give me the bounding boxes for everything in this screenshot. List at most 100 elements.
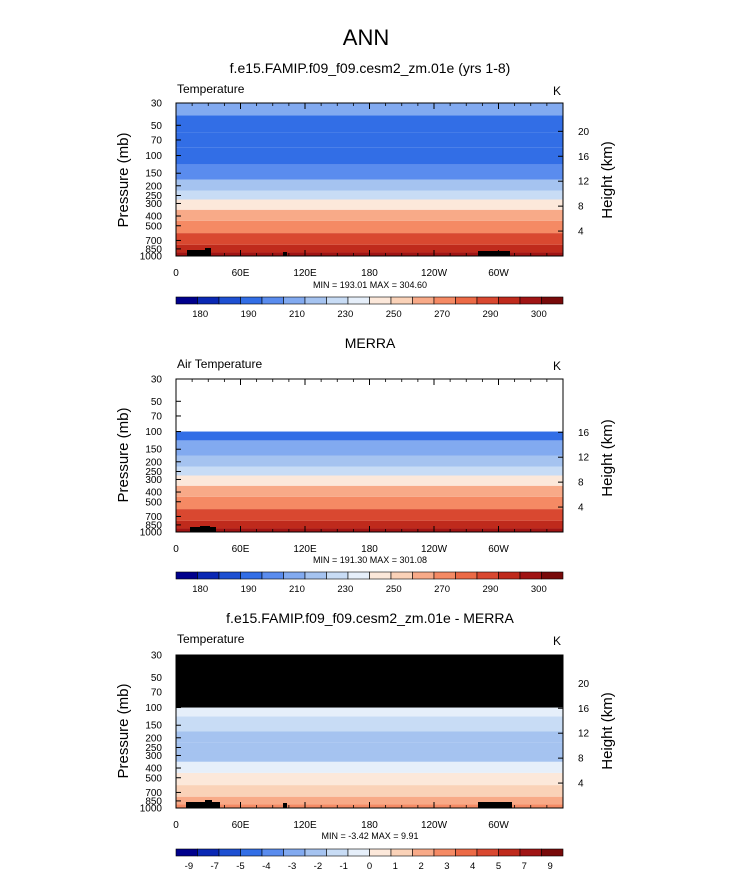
y-tick-label: 100 — [145, 151, 162, 162]
colorbar-box — [412, 296, 435, 305]
contour-band — [176, 520, 563, 529]
contour-band — [176, 244, 563, 253]
colorbar-box — [390, 571, 413, 580]
colorbar-box — [390, 848, 413, 857]
contour-band — [176, 209, 563, 221]
panel-difference: f.e15.FAMIP.f09_f09.cesm2_zm.01e - MERRA… — [115, 610, 616, 872]
contour-band — [176, 509, 563, 521]
x-tick-label: 0 — [173, 268, 179, 279]
y-tick-label: 100 — [145, 427, 162, 438]
colorbar-label: 290 — [483, 309, 499, 320]
y2-axis-label: Height (km) — [599, 692, 616, 770]
colorbar-box — [369, 571, 392, 580]
colorbar-box — [304, 571, 327, 580]
colorbar: 180 190 210 230 250 270 290 300 — [175, 296, 564, 320]
y-tick-label: 200 — [145, 181, 162, 192]
topography — [283, 803, 287, 808]
x-tick-label: 180 — [361, 268, 378, 279]
y-tick-label: 850 — [145, 244, 162, 255]
colorbar-box — [261, 848, 284, 857]
y2-tick-label: 12 — [578, 729, 590, 740]
y-axis-label: Pressure (mb) — [115, 407, 132, 502]
y-tick-label: 30 — [151, 375, 163, 386]
y-tick-label: 150 — [145, 721, 162, 732]
contour-band — [176, 466, 563, 476]
colorbar-label: 270 — [434, 584, 450, 595]
panel-title: f.e15.FAMIP.f09_f09.cesm2_zm.01e (yrs 1-… — [230, 60, 511, 76]
colorbar-label: 7 — [522, 861, 527, 872]
topography — [205, 248, 211, 256]
colorbar-box — [326, 571, 349, 580]
contour-band — [176, 440, 563, 456]
colorbar-box — [326, 848, 349, 857]
colorbar-label: 230 — [337, 309, 353, 320]
colorbar-box — [412, 848, 435, 857]
contour-band — [176, 742, 563, 752]
contour-band — [176, 199, 563, 210]
contour-band — [176, 179, 563, 191]
y-tick-label: 150 — [145, 169, 162, 180]
x-tick-label: 120W — [421, 268, 448, 279]
colorbar-box — [347, 848, 370, 857]
y-tick-label: 400 — [145, 488, 162, 499]
min-max-label: MIN = 191.30 MAX = 301.08 — [313, 555, 427, 565]
colorbar-box — [197, 296, 220, 305]
y2-tick-label: 8 — [578, 202, 584, 213]
panel-merra: MERRA Air Temperature K Pressure (mb) He… — [115, 335, 616, 595]
variable-label: Temperature — [177, 82, 245, 96]
colorbar-label: 210 — [289, 309, 305, 320]
x-tick-label: 0 — [173, 544, 179, 555]
contour-band — [176, 485, 563, 497]
contour-band — [176, 796, 563, 805]
x-tick-label: 60W — [488, 268, 509, 279]
y-tick-label: 200 — [145, 733, 162, 744]
contour-band — [176, 431, 563, 441]
x-tick-label: 60E — [232, 268, 250, 279]
y-tick-label: 300 — [145, 475, 162, 486]
colorbar-label: 300 — [531, 309, 547, 320]
colorbar-box — [218, 296, 241, 305]
y2-tick-label: 12 — [578, 453, 590, 464]
y2-tick-label: 20 — [578, 127, 590, 138]
colorbar-box — [218, 571, 241, 580]
contour-band — [176, 761, 563, 773]
colorbar-label: 180 — [192, 584, 208, 595]
colorbar-box — [218, 848, 241, 857]
y-tick-label: 500 — [145, 221, 162, 232]
panel-title: f.e15.FAMIP.f09_f09.cesm2_zm.01e - MERRA — [226, 610, 514, 626]
y-axis-label: Pressure (mb) — [115, 683, 132, 778]
x-tick-label: 60E — [232, 544, 250, 555]
colorbar-box — [175, 848, 198, 857]
y2-axis-label: Height (km) — [599, 419, 616, 497]
x-tick-label: 120E — [293, 820, 317, 831]
colorbar: -9 -7 -5 -4 -3 -2 -1 0 1 2 3 4 5 7 9 — [175, 848, 564, 872]
y2-tick-label: 12 — [578, 177, 590, 188]
colorbar-label: 300 — [531, 584, 547, 595]
x-tick-label: 120W — [421, 820, 448, 831]
colorbar-box — [369, 848, 392, 857]
colorbar-box — [369, 296, 392, 305]
y-tick-label: 300 — [145, 751, 162, 762]
colorbar-box — [498, 571, 521, 580]
colorbar-box — [476, 848, 499, 857]
y2-tick-label: 8 — [578, 754, 584, 765]
contour-band — [176, 772, 563, 786]
x-tick-label: 180 — [361, 544, 378, 555]
colorbar-label: -5 — [236, 861, 244, 872]
colorbar-label: 190 — [241, 309, 257, 320]
x-tick-label: 60E — [232, 820, 250, 831]
y2-tick-label: 16 — [578, 152, 590, 163]
y-tick-label: 700 — [145, 236, 162, 247]
colorbar-label: 230 — [337, 584, 353, 595]
contour-band — [176, 147, 563, 165]
colorbar-label: 180 — [192, 309, 208, 320]
panel-model: f.e15.FAMIP.f09_f09.cesm2_zm.01e (yrs 1-… — [115, 60, 616, 320]
contour-band — [176, 233, 563, 245]
y-tick-label: 50 — [151, 397, 163, 408]
colorbar-label: 0 — [367, 861, 372, 872]
topography — [478, 251, 510, 256]
colorbar-box — [240, 571, 263, 580]
y-tick-label: 200 — [145, 457, 162, 468]
